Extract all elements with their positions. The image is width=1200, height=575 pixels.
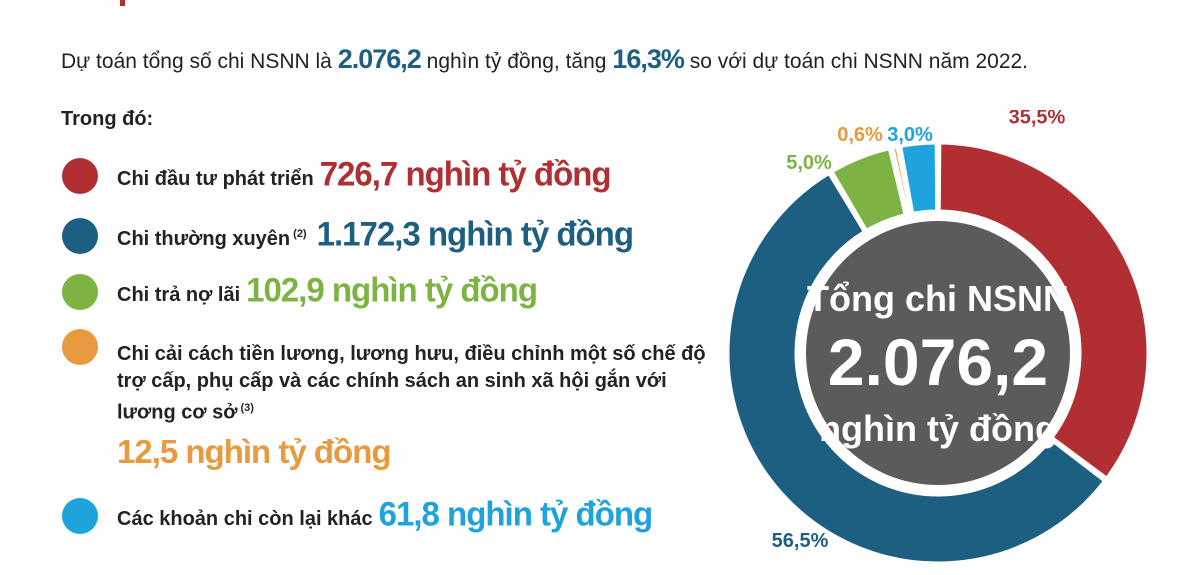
legend-amount: 102,9 nghìn tỷ đồng: [246, 270, 538, 309]
legend-amount: 12,5 nghìn tỷ đồng: [117, 433, 392, 470]
headline: Dự toán tổng số chi NSNN là 2.076,2 nghì…: [61, 44, 1181, 75]
legend-dot: [62, 218, 98, 254]
legend-label: Chi cải cách tiền lương, lương hưu, điều…: [117, 343, 706, 424]
legend-amount: 1.172,3 nghìn tỷ đồng: [316, 214, 634, 253]
legend-text: Chi thường xuyên (2) 1.172,3 nghìn tỷ đồng: [117, 214, 634, 253]
legend-amount: 61,8 nghìn tỷ đồng: [378, 494, 654, 533]
donut-center: [806, 221, 1070, 485]
headline-growth: 16,3%: [612, 44, 685, 74]
donut-labels: 35,5% 56,5% 5,0%0,6% 3,0%: [772, 110, 1066, 552]
top-accent-mark: [120, 0, 125, 6]
legend-dot: [62, 274, 98, 310]
donut-label-salary-reform: 0,6%: [837, 124, 883, 146]
headline-text-3: so với dự toán chi NSNN năm 2022.: [689, 50, 1029, 73]
headline-text-1: Dự toán tổng số chi NSNN là: [61, 50, 332, 73]
legend-label: Các khoản chi còn lại khác: [117, 508, 373, 530]
subhead: Trong đó:: [61, 108, 154, 130]
donut-label-interest: 5,0%: [786, 152, 832, 174]
legend-amount: 726,7 nghìn tỷ đồng: [319, 154, 612, 193]
donut-slice-salary-reform: [891, 145, 913, 217]
center-unit: nghìn tỷ đồng: [819, 408, 1057, 449]
donut-slice-interest: [830, 146, 907, 233]
legend-text: Các khoản chi còn lại khác 61,8 nghìn tỷ …: [117, 494, 654, 533]
donut-label-other: 3,0%: [887, 124, 933, 146]
legend-label: Chi thường xuyên: [117, 228, 291, 250]
legend-text: Chi trả nợ lãi 102,9 nghìn tỷ đồng: [117, 270, 538, 309]
legend-note: (2): [293, 228, 307, 241]
donut-label-recurrent: 56,5%: [772, 530, 829, 552]
donut-slices: [726, 141, 1150, 565]
legend-dot: [62, 158, 98, 194]
legend-dot: [62, 498, 98, 534]
donut-chart: Tổng chi NSNN 2.076,2 nghìn tỷ đồng 35,5…: [726, 110, 1150, 565]
donut-slice-other: [898, 141, 939, 216]
donut-slice-recurrent: [726, 171, 1107, 565]
legend-label: Chi đầu tư phát triển: [117, 168, 314, 190]
legend-label: Chi trả nợ lãi: [117, 284, 241, 306]
legend-note: (3): [240, 402, 254, 414]
legend-text: Chi cải cách tiền lương, lương hưu, điều…: [117, 341, 717, 427]
headline-total: 2.076,2: [337, 44, 422, 74]
donut-slice-investment: [937, 141, 1150, 481]
headline-text-2: nghìn tỷ đồng, tăng: [426, 50, 607, 73]
donut-label-investment: 35,5%: [1009, 110, 1066, 128]
center-title: Tổng chi NSNN: [807, 278, 1069, 319]
center-total: 2.076,2: [828, 325, 1048, 399]
legend-dot: [62, 329, 98, 365]
legend-text: Chi đầu tư phát triển 726,7 nghìn tỷ đồng: [117, 154, 612, 193]
